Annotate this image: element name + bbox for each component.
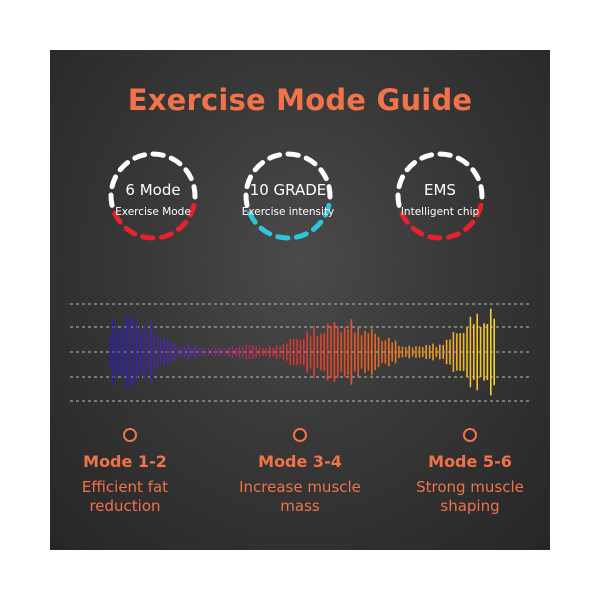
ring-dash [109, 174, 119, 190]
ring-dash [258, 225, 273, 237]
ring-dash [191, 184, 198, 200]
ring-dash [252, 160, 266, 173]
ring-sub-label: Intelligent chip [400, 206, 480, 218]
description-line: reduction [89, 497, 161, 515]
dashed-ring-icon [243, 151, 333, 241]
ring-dash [455, 155, 470, 167]
dashed-ring-icon [395, 151, 485, 241]
ring-dash [117, 160, 131, 173]
ring-dash [470, 167, 481, 182]
ring-dash [474, 202, 484, 218]
ring-main-label: 10 GRADE [249, 181, 327, 199]
ring-ems-chip: EMS Intelligent chip [392, 148, 488, 244]
description-line: mass [280, 497, 320, 515]
timeline-dot-icon [123, 428, 137, 442]
ring-dash [140, 234, 156, 241]
ring-dash [462, 219, 476, 232]
ring-dash [396, 174, 406, 190]
ring-dash [150, 151, 166, 158]
ring-dash [303, 155, 318, 167]
ring-dash [275, 234, 291, 241]
ring-dash [123, 225, 138, 237]
mode-description-1-2: Efficient fat reduction [50, 478, 205, 516]
ring-dash [112, 210, 123, 225]
ring-intensity-grade: 10 GRADE Exercise intensity [240, 148, 336, 244]
ring-dash [310, 219, 324, 232]
mode-label-5-6: Mode 5-6 [428, 452, 512, 471]
description-line: Strong muscle [416, 478, 524, 496]
ring-dash [285, 151, 301, 158]
description-line: Efficient fat [81, 478, 169, 496]
ring-mode-count: 6 Mode Exercise Mode [105, 148, 201, 244]
ring-dash [326, 184, 333, 200]
ring-dash [318, 167, 329, 182]
ring-dash [175, 219, 189, 232]
dashed-ring-icon [108, 151, 198, 241]
ring-dash [247, 210, 258, 225]
ring-dash [293, 231, 309, 240]
timeline-dot-icon [293, 428, 307, 442]
ring-dash [410, 225, 425, 237]
ring-dash [419, 152, 435, 161]
ring-dash [183, 167, 194, 182]
ring-dash [108, 192, 115, 208]
mode-description-5-6: Strong muscle shaping [390, 478, 550, 516]
ring-dash [158, 231, 174, 240]
ring-dash [427, 234, 443, 241]
ring-sub-label: Exercise intensity [241, 206, 335, 218]
ring-dash [399, 210, 410, 225]
ring-dash [168, 155, 183, 167]
ring-dash [395, 192, 402, 208]
ring-dash [243, 192, 250, 208]
exercise-mode-guide-panel: Exercise Mode Guide 6 Mode Exercise Mode… [50, 50, 550, 550]
mode-label-3-4: Mode 3-4 [258, 452, 342, 471]
waveform-icon [70, 303, 530, 402]
ring-dash [322, 202, 332, 218]
mode-description-3-4: Increase muscle mass [220, 478, 380, 516]
ring-dash [478, 184, 485, 200]
description-line: shaping [440, 497, 500, 515]
ring-dash [404, 160, 418, 173]
ring-main-label: 6 Mode [125, 181, 181, 199]
ring-dash [267, 152, 283, 161]
mode-timeline [78, 428, 522, 442]
mode-label-1-2: Mode 1-2 [83, 452, 167, 471]
page-title: Exercise Mode Guide [127, 83, 473, 117]
description-line: Increase muscle [239, 478, 361, 496]
ring-dash [437, 151, 453, 158]
ring-dash [244, 174, 254, 190]
ring-dash [132, 152, 148, 161]
ring-sub-label: Exercise Mode [115, 206, 191, 218]
ring-dash [445, 231, 461, 240]
ring-main-label: EMS [424, 181, 456, 199]
ring-dash [187, 202, 197, 218]
timeline-dot-icon [463, 428, 477, 442]
